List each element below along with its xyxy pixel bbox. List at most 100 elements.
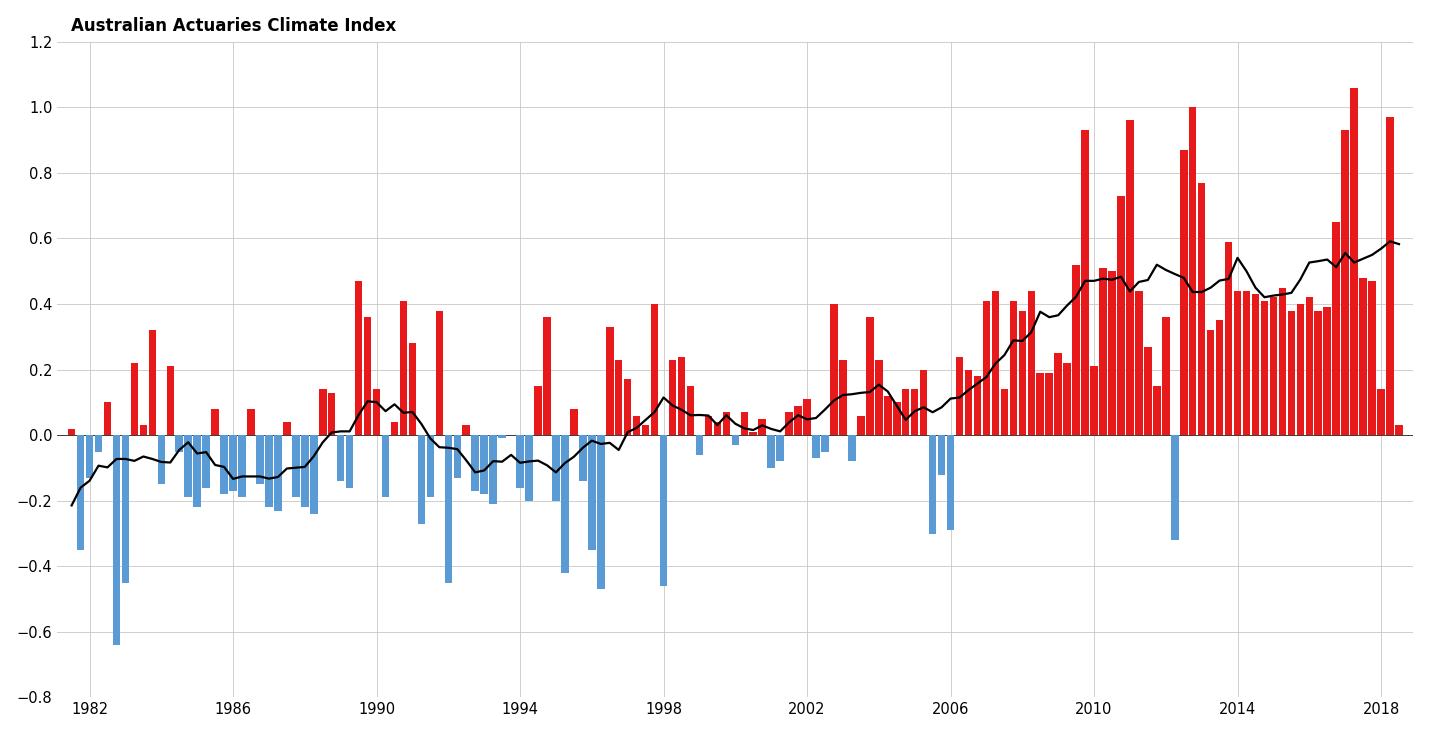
Bar xyxy=(113,435,120,645)
Bar xyxy=(571,409,578,435)
Bar xyxy=(732,435,739,445)
Bar xyxy=(848,435,855,462)
Bar xyxy=(1207,330,1214,435)
Bar xyxy=(831,304,838,435)
Bar xyxy=(938,435,945,475)
Bar xyxy=(239,435,246,498)
Bar xyxy=(436,310,443,435)
Bar xyxy=(749,432,756,435)
Bar xyxy=(203,435,210,487)
Bar xyxy=(678,357,685,435)
Bar xyxy=(1386,117,1394,435)
Bar xyxy=(472,435,479,491)
Bar xyxy=(516,435,523,487)
Bar xyxy=(839,360,847,435)
Bar xyxy=(1360,278,1367,435)
Bar xyxy=(130,363,139,435)
Bar xyxy=(363,317,372,435)
Bar xyxy=(337,435,345,481)
Bar xyxy=(292,435,300,498)
Bar xyxy=(166,366,174,435)
Bar xyxy=(1180,150,1187,435)
Bar xyxy=(947,435,954,530)
Bar xyxy=(1081,131,1088,435)
Bar xyxy=(382,435,389,498)
Bar xyxy=(310,435,317,514)
Bar xyxy=(623,379,632,435)
Bar xyxy=(1188,107,1197,435)
Text: Australian Actuaries Climate Index: Australian Actuaries Climate Index xyxy=(72,17,396,34)
Bar xyxy=(642,426,649,435)
Bar xyxy=(596,435,605,589)
Bar xyxy=(1163,317,1170,435)
Bar xyxy=(1396,426,1403,435)
Bar xyxy=(1054,353,1062,435)
Bar xyxy=(919,370,928,435)
Bar xyxy=(794,406,802,435)
Bar xyxy=(462,426,470,435)
Bar xyxy=(390,422,399,435)
Bar xyxy=(1198,183,1205,435)
Bar xyxy=(1072,265,1080,435)
Bar xyxy=(498,435,506,438)
Bar xyxy=(911,389,918,435)
Bar xyxy=(1369,281,1376,435)
Bar xyxy=(1216,321,1224,435)
Bar xyxy=(1090,366,1098,435)
Bar xyxy=(1243,291,1250,435)
Bar xyxy=(543,317,551,435)
Bar xyxy=(633,415,641,435)
Bar xyxy=(1270,297,1277,435)
Bar xyxy=(1144,346,1151,435)
Bar xyxy=(892,402,901,435)
Bar xyxy=(1278,288,1286,435)
Bar xyxy=(157,435,164,484)
Bar xyxy=(758,419,766,435)
Bar xyxy=(86,435,93,478)
Bar xyxy=(1341,131,1348,435)
Bar xyxy=(776,435,784,462)
Bar xyxy=(220,435,227,494)
Bar xyxy=(588,435,595,550)
Bar xyxy=(256,435,263,484)
Bar xyxy=(768,435,775,468)
Bar xyxy=(965,370,972,435)
Bar xyxy=(1251,294,1260,435)
Bar xyxy=(552,435,559,501)
Bar xyxy=(212,409,219,435)
Bar xyxy=(1261,301,1268,435)
Bar xyxy=(1377,389,1384,435)
Bar xyxy=(615,360,622,435)
Bar xyxy=(804,399,811,435)
Bar xyxy=(283,422,290,435)
Bar xyxy=(812,435,819,458)
Bar xyxy=(561,435,569,573)
Bar xyxy=(1064,363,1071,435)
Bar xyxy=(785,413,792,435)
Bar xyxy=(714,422,721,435)
Bar xyxy=(275,435,282,511)
Bar xyxy=(535,386,542,435)
Bar xyxy=(606,327,613,435)
Bar xyxy=(1108,272,1115,435)
Bar xyxy=(122,435,129,583)
Bar xyxy=(722,413,731,435)
Bar xyxy=(229,435,237,491)
Bar xyxy=(1028,291,1035,435)
Bar xyxy=(1306,297,1313,435)
Bar xyxy=(867,317,874,435)
Bar xyxy=(480,435,488,494)
Bar xyxy=(1010,301,1017,435)
Bar xyxy=(902,389,909,435)
Bar xyxy=(1037,373,1044,435)
Bar xyxy=(94,435,103,451)
Bar xyxy=(1127,120,1134,435)
Bar xyxy=(247,409,255,435)
Bar xyxy=(373,389,380,435)
Bar xyxy=(418,435,425,524)
Bar xyxy=(1350,87,1358,435)
Bar xyxy=(149,330,156,435)
Bar xyxy=(857,415,865,435)
Bar xyxy=(193,435,202,507)
Bar xyxy=(1297,304,1304,435)
